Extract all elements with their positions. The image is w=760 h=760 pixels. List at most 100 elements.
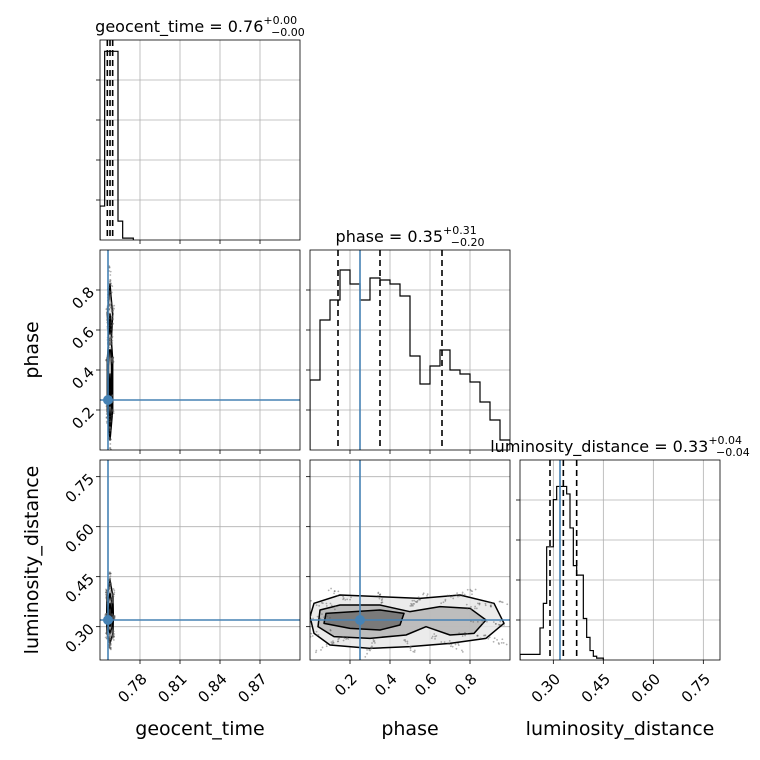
sample-point bbox=[108, 582, 111, 585]
sample-point bbox=[489, 605, 492, 608]
sample-point bbox=[105, 613, 108, 616]
sample-point bbox=[108, 644, 111, 647]
sample-point bbox=[476, 602, 479, 605]
histogram-luminosity_distance bbox=[520, 485, 604, 660]
sample-point bbox=[454, 643, 457, 646]
sample-point bbox=[109, 638, 111, 640]
sample-point bbox=[111, 360, 113, 362]
sample-point bbox=[493, 637, 496, 640]
sample-point bbox=[108, 643, 111, 646]
sample-point bbox=[418, 598, 421, 601]
sample-point bbox=[105, 613, 108, 616]
sample-point bbox=[113, 616, 116, 619]
sample-point bbox=[109, 333, 112, 336]
grid-1-0 bbox=[100, 250, 300, 450]
sample-point bbox=[110, 438, 112, 441]
sample-point bbox=[321, 602, 324, 605]
sample-point bbox=[108, 303, 111, 306]
y-tick-label-luminosity_distance: 0.75 bbox=[62, 470, 98, 506]
sample-point bbox=[329, 616, 331, 619]
sample-point bbox=[465, 603, 468, 606]
sample-point bbox=[113, 616, 115, 618]
sample-point bbox=[108, 637, 111, 640]
sample-point bbox=[498, 624, 501, 627]
sample-point bbox=[108, 640, 111, 643]
sample-point bbox=[502, 642, 505, 644]
sample-point bbox=[366, 646, 369, 649]
sample-point bbox=[522, 624, 524, 626]
sample-point bbox=[294, 617, 296, 619]
sample-point bbox=[333, 590, 336, 592]
sample-point bbox=[461, 635, 464, 637]
sample-point bbox=[404, 640, 407, 643]
sample-point bbox=[470, 608, 473, 610]
sample-point bbox=[315, 604, 318, 607]
sample-point bbox=[105, 597, 108, 599]
sample-point bbox=[381, 598, 383, 601]
sample-point bbox=[476, 620, 479, 623]
sample-point bbox=[364, 655, 367, 658]
sample-point bbox=[111, 635, 114, 638]
sample-point bbox=[112, 309, 114, 312]
sample-point bbox=[111, 631, 114, 634]
panel-frame-phase-geocent_time bbox=[99, 249, 301, 451]
sample-point bbox=[108, 339, 111, 342]
sample-point bbox=[111, 361, 113, 364]
sample-point bbox=[440, 602, 443, 605]
sample-point bbox=[431, 635, 434, 638]
sample-point bbox=[109, 274, 112, 276]
sample-point bbox=[110, 646, 112, 649]
sample-point bbox=[108, 418, 111, 421]
sample-point bbox=[332, 640, 334, 643]
sample-point bbox=[112, 636, 115, 638]
sample-point bbox=[105, 591, 107, 594]
sample-point bbox=[112, 317, 114, 320]
sample-point bbox=[304, 616, 306, 618]
sample-point bbox=[333, 592, 335, 595]
sample-point bbox=[300, 635, 302, 637]
sample-point bbox=[105, 308, 108, 311]
sample-point bbox=[293, 635, 295, 637]
sample-point bbox=[466, 632, 469, 635]
x-tick-label-phase: 0.6 bbox=[411, 670, 441, 700]
sample-point bbox=[109, 580, 112, 583]
sample-point bbox=[111, 630, 113, 633]
sample-point bbox=[108, 646, 111, 649]
sample-point bbox=[109, 578, 111, 580]
sample-point bbox=[450, 643, 453, 646]
density-phase-luminosity_distance bbox=[293, 460, 524, 660]
sample-point bbox=[111, 634, 114, 637]
sample-point bbox=[112, 318, 114, 321]
sample-point bbox=[105, 588, 107, 591]
sample-point bbox=[111, 613, 113, 615]
sample-point bbox=[319, 617, 322, 620]
sample-point bbox=[337, 640, 340, 643]
sample-point bbox=[516, 600, 518, 602]
sample-point bbox=[110, 337, 112, 339]
sample-point bbox=[109, 577, 112, 580]
sample-point bbox=[433, 633, 436, 635]
sample-point bbox=[108, 633, 111, 636]
sample-point bbox=[366, 649, 368, 651]
sample-point bbox=[110, 342, 113, 345]
sample-point bbox=[458, 632, 461, 635]
x-tick-label-luminosity_distance: 0.60 bbox=[628, 670, 664, 706]
sample-point bbox=[111, 358, 113, 361]
sample-point bbox=[104, 632, 107, 635]
sample-point bbox=[105, 592, 108, 595]
sample-point bbox=[110, 339, 113, 342]
sample-point bbox=[109, 638, 112, 641]
sample-point bbox=[415, 601, 418, 603]
sample-point bbox=[338, 637, 341, 640]
x-tick-label-geocent_time: 0.81 bbox=[154, 670, 190, 706]
sample-point bbox=[377, 591, 380, 594]
sample-point bbox=[297, 600, 299, 602]
y-tick-label-luminosity_distance: 0.45 bbox=[62, 570, 98, 606]
y-tick-label-phase: 0.6 bbox=[68, 323, 98, 353]
sample-point bbox=[113, 615, 116, 617]
x-tick-label-phase: 0.8 bbox=[451, 670, 481, 700]
sample-point bbox=[476, 634, 479, 637]
sample-point bbox=[105, 589, 108, 592]
sample-point bbox=[422, 592, 425, 595]
sample-point bbox=[110, 572, 112, 575]
